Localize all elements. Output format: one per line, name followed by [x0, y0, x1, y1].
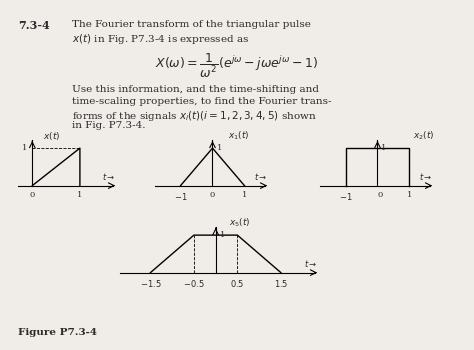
Text: 0: 0	[378, 191, 383, 199]
Text: $-1$: $-1$	[339, 191, 352, 202]
Text: Use this information, and the time-shifting and: Use this information, and the time-shift…	[72, 85, 319, 94]
Text: 1: 1	[242, 191, 247, 199]
Text: $t \rightarrow$: $t \rightarrow$	[102, 171, 116, 182]
Text: $-0.5$: $-0.5$	[183, 278, 205, 289]
Text: 1: 1	[407, 191, 412, 199]
Text: $X(\omega) = \dfrac{1}{\omega^2}(e^{j\omega} - j\omega e^{j\omega} - 1)$: $X(\omega) = \dfrac{1}{\omega^2}(e^{j\om…	[155, 52, 319, 80]
Text: $x(t)$ in Fig. P7.3-4 is expressed as: $x(t)$ in Fig. P7.3-4 is expressed as	[72, 32, 249, 46]
Text: $-1.5$: $-1.5$	[140, 278, 161, 289]
Text: $x_5(t)$: $x_5(t)$	[228, 217, 250, 229]
Text: 1: 1	[77, 191, 82, 199]
Text: $1.5$: $1.5$	[273, 278, 288, 289]
Text: forms of the signals $x_i(t)(i=1,2,3,4,5)$ shown: forms of the signals $x_i(t)(i=1,2,3,4,5…	[72, 109, 317, 123]
Text: 0: 0	[210, 191, 215, 199]
Text: $x_2(t)$: $x_2(t)$	[413, 130, 434, 142]
Text: $t \rightarrow$: $t \rightarrow$	[304, 258, 318, 269]
Text: $t \rightarrow$: $t \rightarrow$	[419, 171, 433, 182]
Text: in Fig. P7.3-4.: in Fig. P7.3-4.	[72, 121, 146, 130]
Text: $x(t)$: $x(t)$	[43, 130, 60, 142]
Text: The Fourier transform of the triangular pulse: The Fourier transform of the triangular …	[72, 20, 311, 29]
Text: 0: 0	[30, 191, 35, 199]
Text: 1: 1	[219, 231, 225, 239]
Text: $x_1(t)$: $x_1(t)$	[228, 130, 250, 142]
Text: $0.5$: $0.5$	[230, 278, 245, 289]
Text: $-1$: $-1$	[174, 191, 187, 202]
Text: 7.3-4: 7.3-4	[18, 20, 50, 31]
Text: $t \rightarrow$: $t \rightarrow$	[255, 171, 268, 182]
Text: time-scaling properties, to find the Fourier trans-: time-scaling properties, to find the Fou…	[72, 97, 331, 106]
Text: 1: 1	[217, 144, 222, 152]
Text: 1: 1	[22, 144, 27, 152]
Text: Figure P7.3-4: Figure P7.3-4	[18, 328, 97, 337]
Text: 1: 1	[381, 144, 386, 152]
